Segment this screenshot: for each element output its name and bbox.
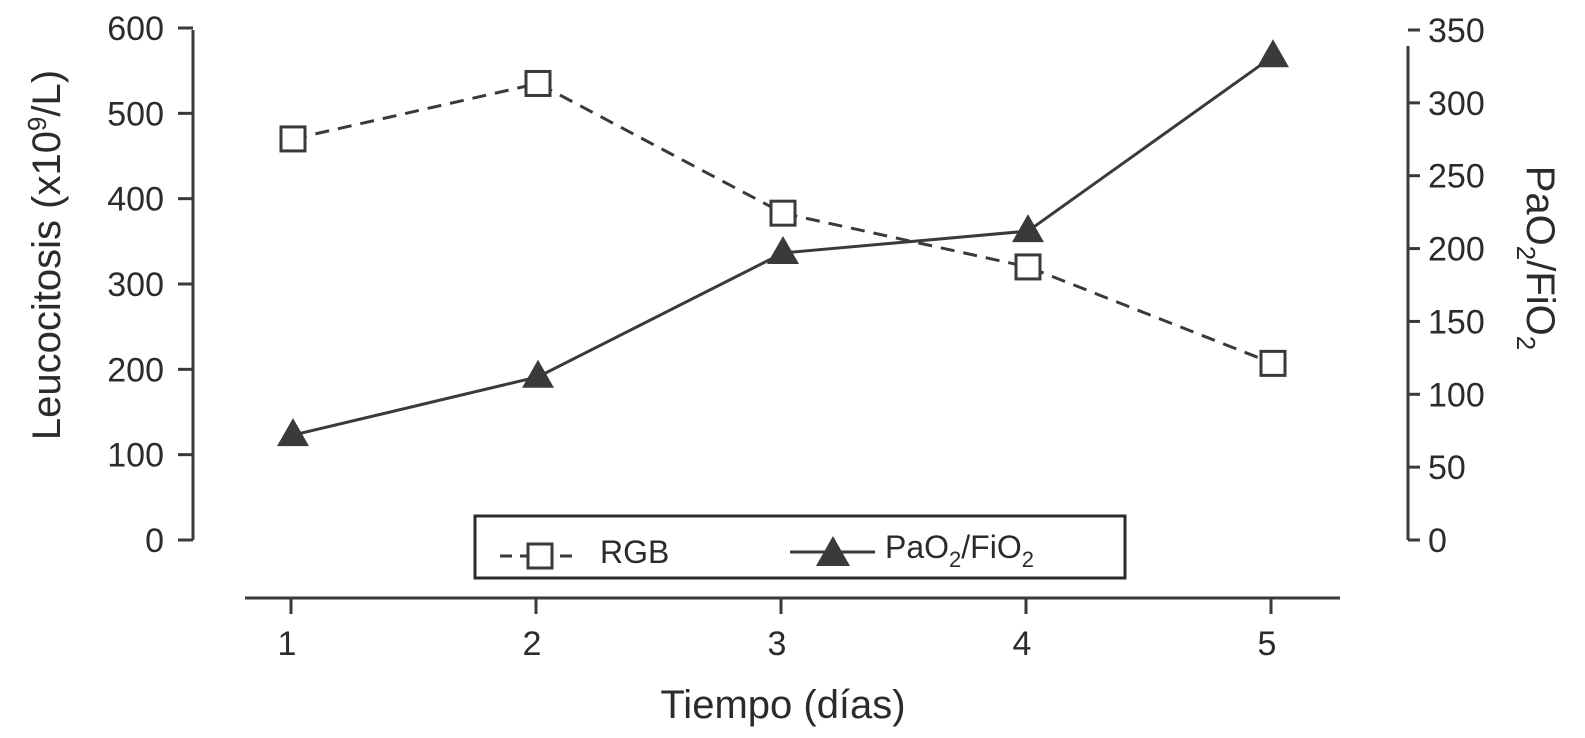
y-right-tick-label: 200 [1428, 231, 1485, 269]
series-rgb [279, 69, 1287, 377]
y-left-tick-label: 500 [107, 95, 164, 133]
data-point-square [1259, 349, 1287, 377]
y-right-tick-label: 150 [1428, 303, 1485, 341]
y-right-tick-label: 0 [1428, 522, 1447, 560]
y-left-tick-label: 600 [107, 10, 164, 48]
legend-rgb-label: RGB [600, 534, 669, 570]
data-point-triangle [1257, 39, 1289, 68]
y-right-tick-label: 250 [1428, 158, 1485, 196]
x-tick-label: 2 [523, 625, 542, 663]
y-left-tick-label: 0 [145, 522, 164, 560]
x-tick-label: 5 [1258, 625, 1277, 663]
data-point-square [279, 125, 307, 153]
y-left-tick-label: 400 [107, 181, 164, 219]
x-tick-label: 3 [768, 625, 787, 663]
data-point-square [1014, 253, 1042, 281]
x-tick-label: 4 [1013, 625, 1032, 663]
legend: RGB PaO2/FiO2 [473, 514, 1127, 580]
data-point-triangle [522, 359, 554, 388]
data-point-square [769, 199, 797, 227]
y-right-tick-label: 50 [1428, 449, 1466, 487]
y-right-tick-label: 100 [1428, 376, 1485, 414]
right-axis-ticks: 0 50 100 150 200 250 300 350 [1408, 12, 1485, 560]
x-axis-ticks: 1 2 3 4 5 [278, 598, 1277, 663]
series-line [292, 81, 1274, 365]
series-pao2-fio2 [277, 39, 1289, 447]
y-left-tick-label: 200 [107, 351, 164, 389]
x-tick-label: 1 [278, 625, 297, 663]
data-point-triangle [1012, 214, 1044, 243]
y-right-tick-label: 350 [1428, 12, 1485, 50]
y-axis-left-title: Leucocitosis (x109/L) [22, 70, 69, 440]
legend-rgb-marker [526, 542, 554, 570]
series-layer [277, 39, 1289, 447]
legend-box [473, 514, 1127, 580]
legend-pao2-label: PaO2/FiO2 [885, 529, 1034, 572]
y-left-tick-label: 100 [107, 437, 164, 475]
data-point-triangle [767, 235, 799, 264]
legend-pao2-marker [816, 536, 850, 566]
y-left-tick-label: 300 [107, 266, 164, 304]
data-point-triangle [277, 418, 309, 447]
data-point-square [524, 69, 552, 97]
y-right-tick-label: 300 [1428, 85, 1485, 123]
y-axis-right-title: PaO2/FiO2 [1511, 166, 1562, 351]
left-axis-ticks: 0 100 200 300 400 500 600 [107, 10, 193, 560]
x-axis-title: Tiempo (días) [660, 683, 905, 727]
